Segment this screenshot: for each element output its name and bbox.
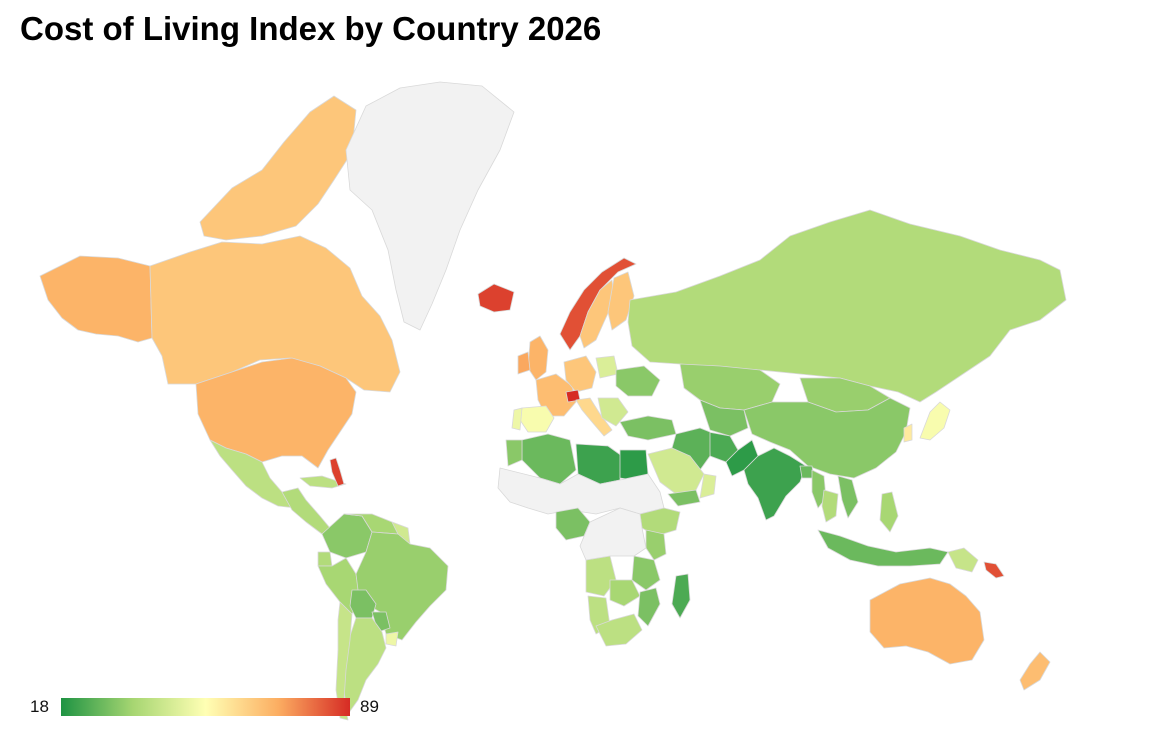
country-tanzania[interactable]: Tanzania: 32 bbox=[631, 555, 661, 591]
legend-min-label: 18 bbox=[30, 697, 49, 716]
country-thailand[interactable]: Thailand: 38 bbox=[821, 489, 839, 523]
country-bahamas[interactable]: Bahamas: 86 bbox=[329, 457, 345, 487]
country-sweden[interactable]: Sweden: 66 bbox=[579, 279, 615, 349]
country-poland[interactable]: Poland: 46 bbox=[595, 355, 619, 379]
country-madagascar[interactable]: Madagascar: 24 bbox=[671, 573, 691, 619]
country-japan[interactable]: Japan: 52 bbox=[919, 401, 951, 441]
country-morocco[interactable]: Morocco: 32 bbox=[505, 439, 523, 467]
country-oman[interactable]: Oman: 46 bbox=[699, 473, 717, 499]
country-philippines[interactable]: Philippines: 36 bbox=[879, 491, 899, 533]
country-ireland[interactable]: Ireland: 72 bbox=[517, 351, 531, 375]
country-balkans[interactable]: Balkans: 44 bbox=[597, 397, 629, 427]
country-india[interactable]: India: 22 bbox=[743, 447, 807, 521]
country-portugal[interactable]: Portugal: 50 bbox=[511, 407, 523, 431]
country-iceland[interactable]: Iceland: 86 bbox=[477, 283, 515, 313]
page-title: Cost of Living Index by Country 2026 bbox=[20, 10, 602, 47]
legend-color-scale bbox=[61, 698, 350, 716]
country-china[interactable]: China: 32 bbox=[743, 397, 911, 479]
country-ecuador[interactable]: Ecuador: 38 bbox=[317, 551, 333, 567]
country-new-zealand[interactable]: New Zealand: 68 bbox=[1019, 651, 1051, 691]
country-saudi-arabia[interactable]: Saudi Arabia: 44 bbox=[647, 447, 705, 495]
country-france[interactable]: France: 68 bbox=[535, 373, 577, 417]
country-vietnam[interactable]: Vietnam: 30 bbox=[837, 475, 859, 519]
country-canadian-arctic-archipelago[interactable]: Canadian Arctic Archipelago: 66 bbox=[199, 95, 357, 241]
legend-max-label: 89 bbox=[360, 697, 379, 716]
country-finland[interactable]: Finland: 66 bbox=[607, 271, 635, 331]
country-spain[interactable]: Spain: 52 bbox=[519, 405, 555, 433]
country-solomon-islands[interactable]: Solomon Islands: 84 bbox=[983, 561, 1005, 579]
country-zambia[interactable]: Zambia: 36 bbox=[609, 579, 641, 607]
country-central-asia[interactable]: Central Asia: 30 bbox=[699, 399, 749, 437]
country-italy[interactable]: Italy: 62 bbox=[575, 397, 613, 437]
country-papua-new-guinea[interactable]: Papua New Guinea: 42 bbox=[947, 547, 979, 573]
country-germany[interactable]: Germany: 66 bbox=[563, 355, 597, 393]
country-canada[interactable]: Canada: 66 bbox=[149, 235, 401, 393]
country-turkey[interactable]: Turkey: 30 bbox=[619, 415, 677, 441]
country-yemen[interactable]: Yemen: 30 bbox=[667, 489, 701, 507]
country-united-kingdom[interactable]: United Kingdom: 70 bbox=[527, 335, 549, 381]
country-mozambique[interactable]: Mozambique: 30 bbox=[637, 587, 661, 627]
country-norway[interactable]: Norway: 84 bbox=[559, 257, 637, 351]
country-south-korea[interactable]: South Korea: 58 bbox=[903, 423, 913, 443]
country-central-america[interactable]: Central America: 38 bbox=[281, 487, 331, 535]
country-algeria[interactable]: Algeria: 28 bbox=[521, 433, 577, 485]
country-ukraine[interactable]: Ukraine: 32 bbox=[615, 365, 661, 397]
country-greenland[interactable]: Greenland bbox=[345, 81, 515, 331]
country-central-africa[interactable]: Central Africa bbox=[579, 507, 647, 561]
country-indonesia[interactable]: Indonesia: 28 bbox=[817, 529, 949, 567]
country-chile[interactable]: Chile: 42 bbox=[335, 601, 353, 721]
country-australia[interactable]: Australia: 70 bbox=[869, 577, 985, 665]
country-uruguay[interactable]: Uruguay: 50 bbox=[385, 631, 399, 647]
country-kenya[interactable]: Kenya: 34 bbox=[645, 529, 667, 561]
country-alaska[interactable]: Alaska: 70 bbox=[39, 255, 153, 343]
country-south-africa[interactable]: South Africa: 40 bbox=[595, 613, 643, 647]
